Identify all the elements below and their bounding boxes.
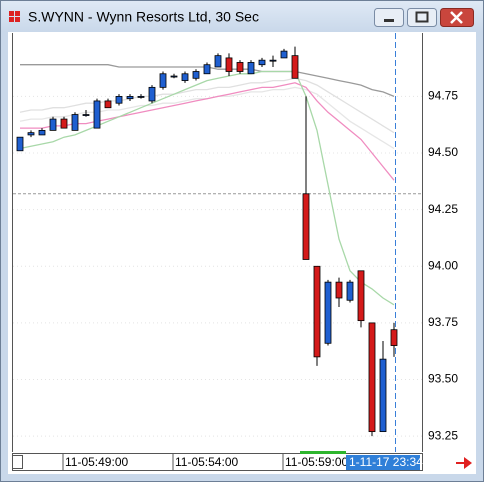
scroll-box[interactable] — [12, 455, 23, 469]
candle-body — [93, 100, 101, 129]
x-tick-label: 11-05:49:00 — [65, 455, 128, 469]
cursor-label: 1-11-17 23:34:00 — [349, 455, 440, 469]
candle-body — [104, 100, 112, 109]
y-tick-label: 94.00 — [428, 258, 458, 272]
y-tick-label: 94.50 — [428, 145, 458, 159]
chart-title: S.WYNN - Wynn Resorts Ltd, 30 Sec — [28, 9, 259, 25]
y-tick-label: 93.25 — [428, 428, 458, 442]
y-tick-label: 93.75 — [428, 315, 458, 329]
scroll-arrow[interactable] — [456, 457, 472, 469]
indicator-line — [19, 77, 395, 134]
candle-body — [357, 270, 365, 322]
close-button[interactable] — [440, 8, 474, 27]
candle-body — [313, 265, 321, 358]
candle-body — [236, 62, 244, 72]
candle-body — [126, 96, 134, 100]
indicator-line — [19, 70, 395, 306]
candle-body — [170, 75, 178, 78]
y-tick-label: 93.50 — [428, 372, 458, 386]
candle-body — [269, 59, 277, 62]
x-tick-label: 11-05:54:00 — [175, 455, 238, 469]
x-tick-label: 11-05:59:00 — [285, 455, 348, 469]
candle-body — [247, 62, 255, 75]
candle-body — [181, 73, 189, 81]
chart-area — [8, 32, 476, 474]
candle-body — [203, 64, 211, 75]
candle-body — [390, 329, 398, 346]
minimize-button[interactable] — [374, 8, 404, 27]
candle-body — [137, 96, 145, 98]
candle-body — [225, 57, 233, 72]
candle-body — [291, 55, 299, 79]
candle-body — [368, 322, 376, 433]
range-indicator — [300, 451, 346, 454]
candle-body — [38, 129, 46, 136]
candle-body — [49, 118, 57, 131]
candle-body — [82, 114, 90, 116]
candle-body — [258, 59, 266, 66]
candle-body — [115, 96, 123, 104]
candle-body — [71, 114, 79, 131]
candle-body — [27, 132, 35, 136]
maximize-button[interactable] — [407, 8, 437, 27]
app-icon — [9, 11, 20, 22]
candle-body — [192, 71, 200, 79]
candle-body — [379, 358, 387, 433]
candle-body — [324, 281, 332, 344]
candle-body — [280, 50, 288, 59]
candle-body — [302, 193, 310, 260]
candle-body — [148, 86, 156, 102]
candle-body — [60, 118, 68, 129]
cursor-label-bg — [346, 455, 420, 470]
candle-body — [159, 73, 167, 88]
indicator-line — [20, 82, 395, 181]
candle-body — [346, 281, 354, 301]
candle-body — [335, 281, 343, 299]
y-tick-label: 94.75 — [428, 89, 458, 103]
y-tick-label: 94.25 — [428, 202, 458, 216]
candle-body — [16, 136, 24, 152]
candle-body — [214, 55, 222, 68]
